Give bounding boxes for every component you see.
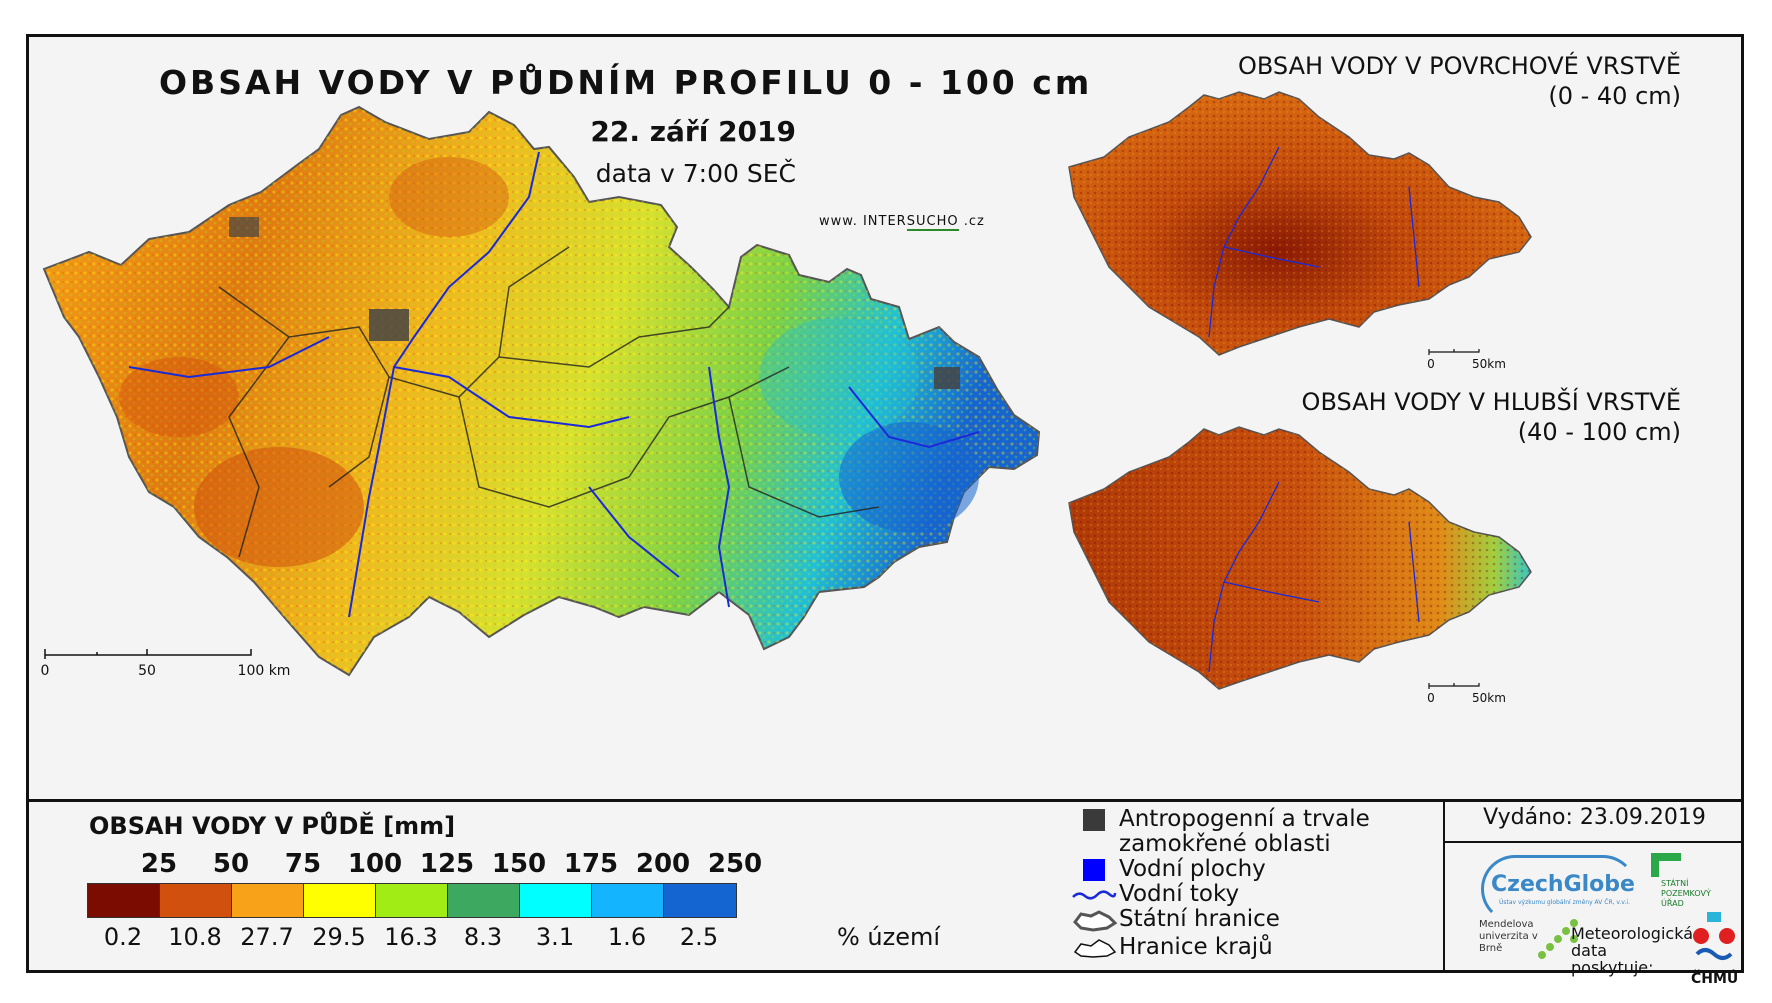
legend-swatch — [376, 884, 448, 917]
legend-percentage: 3.1 — [535, 923, 575, 951]
website-prefix: www. INTER — [819, 214, 907, 229]
mendelu-logo-text: Mendelova univerzita v Brně — [1479, 919, 1538, 954]
state-border-icon — [1069, 907, 1119, 933]
deep-scale-0: 0 — [1427, 691, 1435, 705]
legend-swatch — [304, 884, 376, 917]
czechglobe-subtitle: Ústav výzkumu globální změny AV ČR, v.v.… — [1499, 899, 1630, 906]
website-highlight: SUCHO — [906, 214, 959, 231]
legend-item-water-bodies: Vodní plochy — [1069, 857, 1266, 883]
surface-scale-50: 50km — [1472, 357, 1506, 371]
legend-swatch — [592, 884, 664, 917]
legend-item-anthropogenic: Antropogenní a trvale zamokřené oblasti — [1069, 807, 1370, 857]
legend-swatch — [448, 884, 520, 917]
main-map-title: OBSAH VODY V PŮDNÍM PROFILU 0 - 100 cm — [159, 63, 1093, 102]
surface-map-title: OBSAH VODY V POVRCHOVÉ VRSTVĚ (0 - 40 cm… — [1238, 51, 1681, 111]
legend-swatch — [520, 884, 592, 917]
mendelu-dots-icon — [1538, 919, 1578, 959]
legend-item-label: zamokřené oblasti — [1119, 831, 1331, 857]
legend-swatch — [664, 884, 736, 917]
legend-threshold: 250 — [707, 849, 763, 879]
deep-title-line1: OBSAH VODY V HLUBŠÍ VRSTVĚ — [1301, 388, 1681, 416]
region-border-icon — [1069, 935, 1119, 961]
deep-title-line2: (40 - 100 cm) — [1517, 418, 1681, 446]
legend-divider — [29, 799, 1741, 802]
legend-threshold: 100 — [347, 849, 403, 879]
legend-percentages: 0.2 10.8 27.7 29.5 16.3 8.3 3.1 1.6 2.5 — [29, 923, 929, 953]
website-link[interactable]: www. INTERSUCHO .cz — [819, 214, 985, 231]
legend-threshold: 125 — [419, 849, 475, 879]
main-scale-0: 0 — [41, 663, 50, 679]
legend-item-state-border: Státní hranice — [1069, 907, 1280, 933]
legend-swatch — [88, 884, 160, 917]
deep-map-title: OBSAH VODY V HLUBŠÍ VRSTVĚ (40 - 100 cm) — [1302, 387, 1681, 447]
legend-title: OBSAH VODY V PŮDĚ [mm] — [89, 812, 456, 840]
legend-thresholds: 25 50 75 100 125 150 175 200 250 — [29, 849, 929, 879]
maps-canvas: 0 50 100 km 0 50km — [41, 91, 1532, 705]
legend-threshold: 200 — [635, 849, 691, 879]
legend-percentage: 29.5 — [312, 923, 366, 951]
legend-colorbar — [87, 883, 737, 918]
chmu-logo-text: ČHMÚ — [1691, 971, 1739, 987]
legend-percentage: 1.6 — [607, 923, 647, 951]
main-map — [42, 105, 1041, 677]
surface-scale-bar — [1428, 349, 1480, 355]
legend-item-label: Hranice krajů — [1119, 934, 1273, 960]
dark-square-icon — [1069, 807, 1119, 833]
legend-item-label: Vodní plochy — [1119, 856, 1266, 882]
czechglobe-logo-ring — [1481, 855, 1637, 923]
main-scale-50: 50 — [138, 663, 156, 679]
legend-item-rivers: Vodní toky — [1069, 882, 1239, 908]
deep-scale-bar — [1428, 683, 1480, 689]
legend-threshold: 175 — [563, 849, 619, 879]
main-scale-100: 100 km — [238, 663, 291, 679]
map-frame: 0 50 100 km 0 50km — [26, 34, 1744, 987]
legend-percentage: 0.2 — [103, 923, 143, 951]
legend-swatch — [232, 884, 304, 917]
deep-layer-map: 0 50km — [1068, 426, 1532, 705]
map-data-time: data v 7:00 SEČ — [595, 159, 796, 188]
main-scale-bar: 0 50 100 km — [41, 649, 291, 679]
legend-threshold: 50 — [212, 849, 250, 879]
legend-percentage: 27.7 — [240, 923, 294, 951]
blue-square-icon — [1069, 857, 1119, 883]
river-line-icon — [1069, 882, 1119, 908]
legend-item-region-border: Hranice krajů — [1069, 935, 1273, 961]
legend-item-label: Antropogenní a trvale — [1119, 806, 1370, 832]
meteo-credit-text: Meteorologická data poskytuje: — [1571, 924, 1693, 977]
map-date: 22. září 2019 — [590, 115, 796, 148]
legend-percentage: 10.8 — [168, 923, 222, 951]
spu-logo-icon — [1651, 853, 1681, 877]
issued-date: Vydáno: 23.09.2019 — [1483, 805, 1706, 830]
legend-percent-unit: % území — [837, 923, 941, 951]
legend-percentage: 16.3 — [384, 923, 438, 951]
legend-swatch — [160, 884, 232, 917]
czechglobe-logo: CzechGlobe — [1491, 872, 1635, 897]
surface-scale-0: 0 — [1427, 357, 1435, 371]
legend-threshold: 25 — [140, 849, 178, 879]
surface-layer-map: 0 50km — [1068, 91, 1532, 371]
legend-item-label: Státní hranice — [1119, 906, 1280, 932]
website-suffix: .cz — [958, 214, 985, 229]
legend-percentage: 8.3 — [463, 923, 503, 951]
chmu-logo-icon — [1693, 912, 1735, 960]
credits-divider — [1443, 802, 1445, 973]
map-area: 0 50 100 km 0 50km — [29, 37, 1741, 799]
legend-threshold: 75 — [284, 849, 322, 879]
surface-title-line2: (0 - 40 cm) — [1548, 82, 1681, 110]
surface-title-line1: OBSAH VODY V POVRCHOVÉ VRSTVĚ — [1238, 52, 1681, 80]
issued-divider — [1445, 841, 1744, 843]
legend-percentage: 2.5 — [679, 923, 719, 951]
spu-logo-text: STÁTNÍ POZEMKOVÝ ÚŘAD — [1661, 879, 1711, 908]
legend-threshold: 150 — [491, 849, 547, 879]
deep-scale-50: 50km — [1472, 691, 1506, 705]
legend-item-label: Vodní toky — [1119, 881, 1240, 907]
